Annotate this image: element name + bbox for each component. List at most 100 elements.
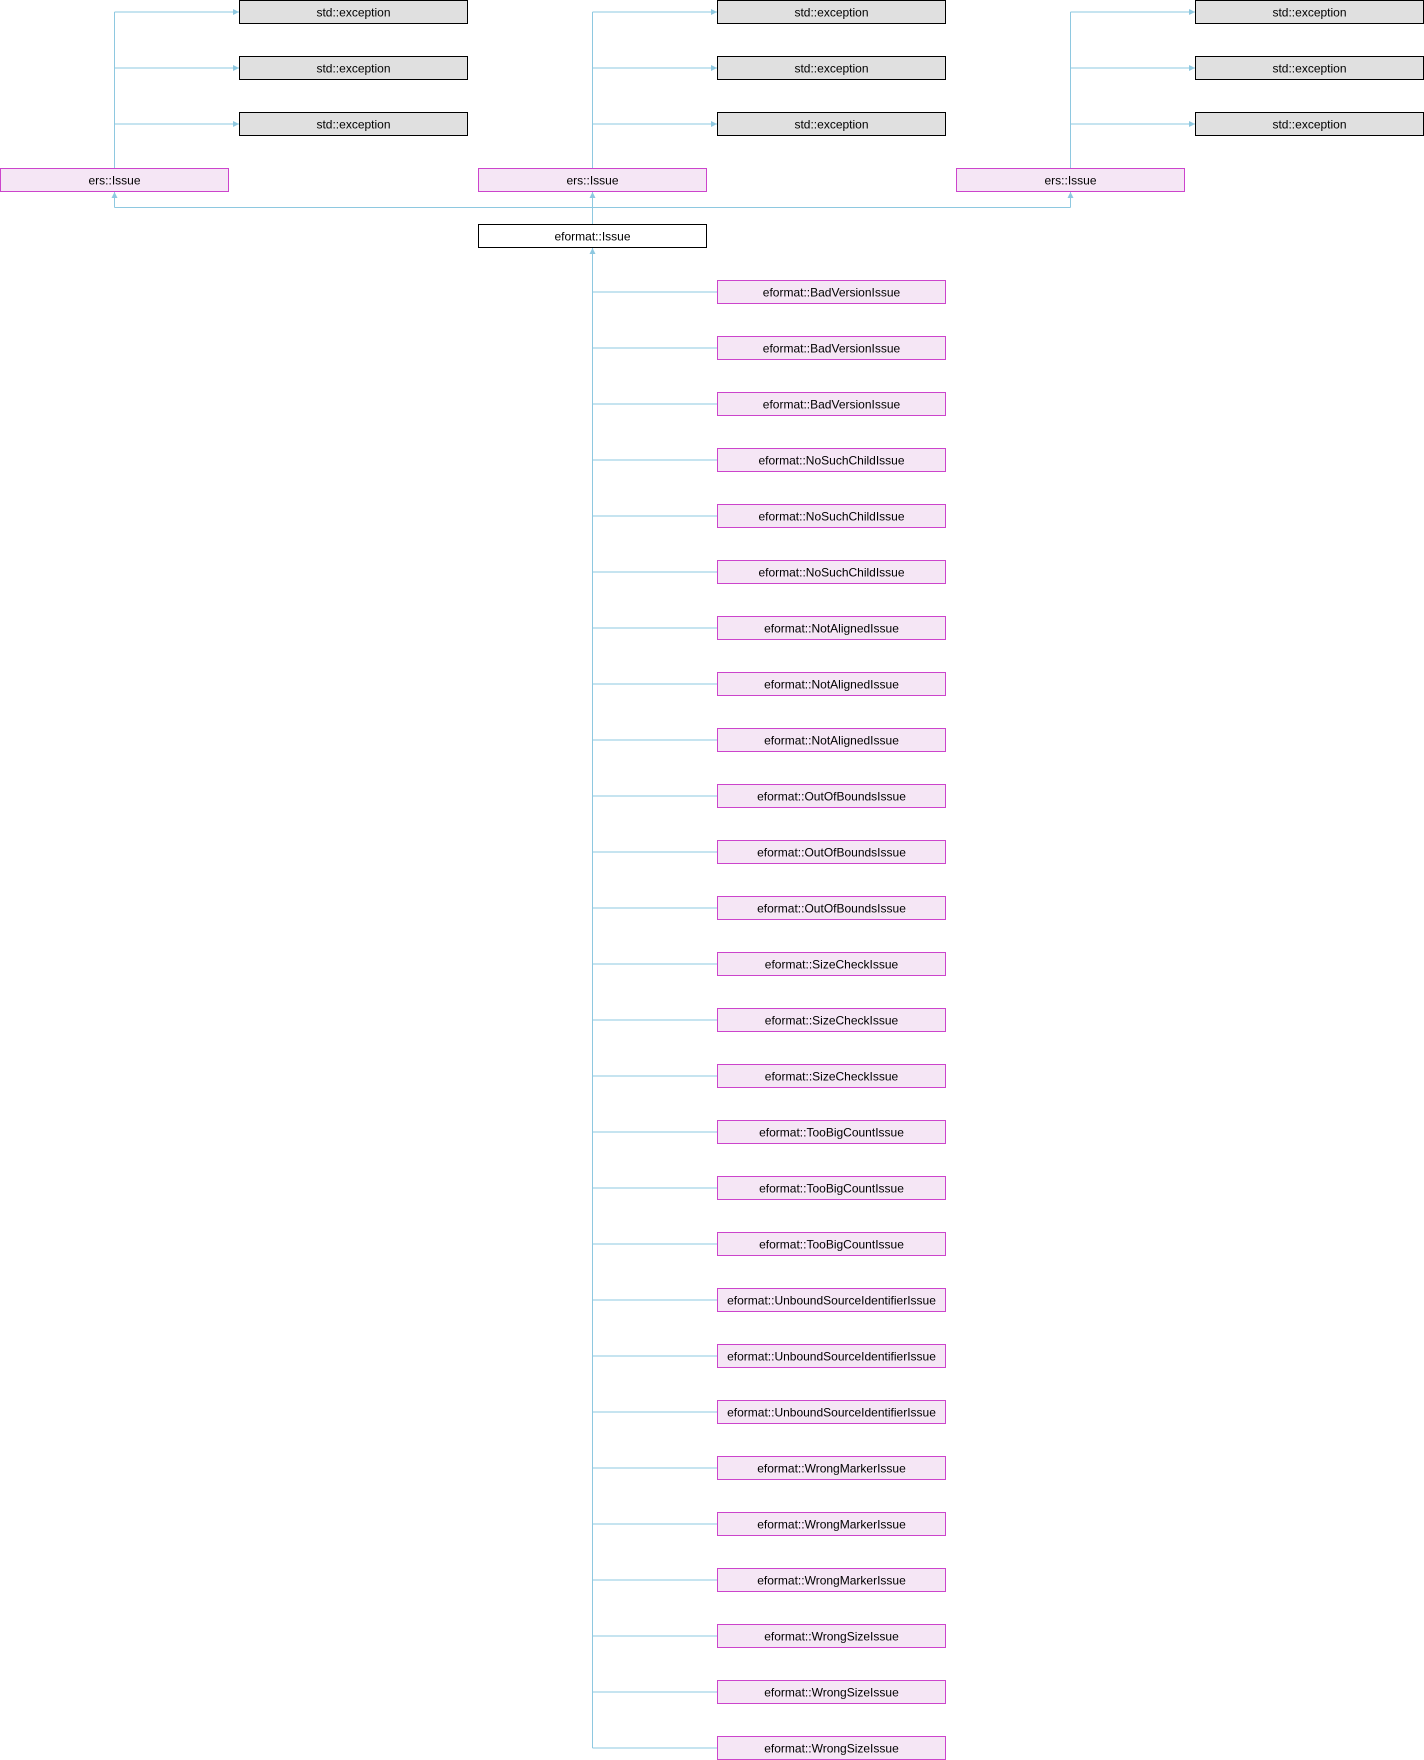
derived-class-node[interactable]: eformat::UnboundSourceIdentifierIssue xyxy=(717,1344,946,1368)
derived-class-node-label: eformat::WrongMarkerIssue xyxy=(757,1518,906,1532)
derived-class-node-label: eformat::WrongMarkerIssue xyxy=(757,1462,906,1476)
derived-class-node[interactable]: eformat::TooBigCountIssue xyxy=(717,1176,946,1200)
ers-issue-node[interactable]: ers::Issue xyxy=(0,168,229,192)
std-exception-node[interactable]: std::exception xyxy=(239,112,468,136)
derived-class-node-box xyxy=(717,840,946,864)
derived-class-node[interactable]: eformat::NotAlignedIssue xyxy=(717,672,946,696)
arrow-right-icon xyxy=(233,65,239,71)
derived-class-node[interactable]: eformat::SizeCheckIssue xyxy=(717,1064,946,1088)
derived-class-node-label: eformat::NoSuchChildIssue xyxy=(758,454,904,468)
derived-class-node[interactable]: eformat::OutOfBoundsIssue xyxy=(717,896,946,920)
derived-class-node[interactable]: eformat::UnboundSourceIdentifierIssue xyxy=(717,1400,946,1424)
derived-class-node[interactable]: eformat::NoSuchChildIssue xyxy=(717,560,946,584)
derived-class-node-box xyxy=(717,728,946,752)
derived-class-node-box xyxy=(717,952,946,976)
derived-class-node[interactable]: eformat::NotAlignedIssue xyxy=(717,616,946,640)
std-exception-node-label: std::exception xyxy=(316,6,390,20)
arrow-right-icon xyxy=(233,9,239,15)
derived-class-node-box xyxy=(717,392,946,416)
derived-class-node-label: eformat::NotAlignedIssue xyxy=(764,622,899,636)
derived-class-node-box xyxy=(717,1624,946,1648)
derived-class-node-box xyxy=(717,896,946,920)
derived-class-node[interactable]: eformat::NotAlignedIssue xyxy=(717,728,946,752)
edges xyxy=(111,9,1195,1749)
derived-class-node[interactable]: eformat::WrongSizeIssue xyxy=(717,1624,946,1648)
std-exception-node[interactable]: std::exception xyxy=(1195,56,1424,80)
derived-class-node[interactable]: eformat::TooBigCountIssue xyxy=(717,1120,946,1144)
arrow-up-icon xyxy=(111,192,118,198)
derived-class-node[interactable]: eformat::SizeCheckIssue xyxy=(717,952,946,976)
std-exception-node[interactable]: std::exception xyxy=(239,0,468,24)
arrow-right-icon xyxy=(1189,9,1195,15)
ers-issue-node-label: ers::Issue xyxy=(566,174,618,188)
derived-class-node-box xyxy=(717,616,946,640)
derived-class-node-label: eformat::OutOfBoundsIssue xyxy=(757,902,906,916)
std-exception-node-box xyxy=(239,112,468,136)
derived-class-node-label: eformat::SizeCheckIssue xyxy=(765,958,899,972)
derived-class-node-label: eformat::NotAlignedIssue xyxy=(764,678,899,692)
derived-class-node[interactable]: eformat::TooBigCountIssue xyxy=(717,1232,946,1256)
std-exception-node[interactable]: std::exception xyxy=(1195,0,1424,24)
derived-class-node-box xyxy=(717,1568,946,1592)
derived-class-node-label: eformat::BadVersionIssue xyxy=(763,286,901,300)
derived-class-node-label: eformat::TooBigCountIssue xyxy=(759,1126,904,1140)
ers-issue-node-box xyxy=(0,168,229,192)
derived-class-node[interactable]: eformat::BadVersionIssue xyxy=(717,280,946,304)
derived-class-node-box xyxy=(717,280,946,304)
std-exception-node-label: std::exception xyxy=(316,118,390,132)
arrow-up-icon xyxy=(589,248,596,254)
std-exception-node-label: std::exception xyxy=(316,62,390,76)
arrow-up-icon xyxy=(1067,192,1074,198)
derived-class-node-box xyxy=(717,336,946,360)
derived-class-node-label: eformat::TooBigCountIssue xyxy=(759,1238,904,1252)
derived-class-node-box xyxy=(717,1512,946,1536)
derived-class-node[interactable]: eformat::WrongSizeIssue xyxy=(717,1736,946,1760)
ers-issue-node[interactable]: ers::Issue xyxy=(478,168,707,192)
derived-class-node[interactable]: eformat::SizeCheckIssue xyxy=(717,1008,946,1032)
derived-class-node-label: eformat::TooBigCountIssue xyxy=(759,1182,904,1196)
ers-issue-node[interactable]: ers::Issue xyxy=(956,168,1185,192)
derived-class-node[interactable]: eformat::NoSuchChildIssue xyxy=(717,504,946,528)
eformat-issue-node[interactable]: eformat::Issue xyxy=(478,224,707,248)
derived-class-node-label: eformat::UnboundSourceIdentifierIssue xyxy=(727,1406,936,1420)
derived-class-node[interactable]: eformat::WrongMarkerIssue xyxy=(717,1456,946,1480)
ers-issue-node-box xyxy=(956,168,1185,192)
derived-class-node-box xyxy=(717,1400,946,1424)
arrow-right-icon xyxy=(711,9,717,15)
std-exception-node-box xyxy=(239,56,468,80)
derived-class-node[interactable]: eformat::BadVersionIssue xyxy=(717,392,946,416)
derived-class-node-label: eformat::NotAlignedIssue xyxy=(764,734,899,748)
std-exception-node[interactable]: std::exception xyxy=(1195,112,1424,136)
derived-class-node-box xyxy=(717,1176,946,1200)
ers-issue-node-label: ers::Issue xyxy=(88,174,140,188)
arrow-right-icon xyxy=(1189,121,1195,127)
derived-class-node[interactable]: eformat::UnboundSourceIdentifierIssue xyxy=(717,1288,946,1312)
derived-class-node[interactable]: eformat::OutOfBoundsIssue xyxy=(717,784,946,808)
arrow-right-icon xyxy=(711,121,717,127)
derived-class-node[interactable]: eformat::OutOfBoundsIssue xyxy=(717,840,946,864)
derived-class-node-box xyxy=(717,1064,946,1088)
derived-class-node-label: eformat::UnboundSourceIdentifierIssue xyxy=(727,1294,936,1308)
derived-class-node[interactable]: eformat::WrongSizeIssue xyxy=(717,1680,946,1704)
std-exception-node[interactable]: std::exception xyxy=(717,112,946,136)
derived-class-node[interactable]: eformat::WrongMarkerIssue xyxy=(717,1568,946,1592)
derived-class-node-label: eformat::BadVersionIssue xyxy=(763,342,901,356)
derived-class-node-box xyxy=(717,1288,946,1312)
derived-class-node-label: eformat::UnboundSourceIdentifierIssue xyxy=(727,1350,936,1364)
derived-class-node-label: eformat::WrongMarkerIssue xyxy=(757,1574,906,1588)
derived-class-node[interactable]: eformat::NoSuchChildIssue xyxy=(717,448,946,472)
arrow-up-icon xyxy=(589,192,596,198)
std-exception-node[interactable]: std::exception xyxy=(717,56,946,80)
derived-class-node-box xyxy=(717,1120,946,1144)
derived-class-node-box xyxy=(717,448,946,472)
std-exception-node[interactable]: std::exception xyxy=(717,0,946,24)
std-exception-node[interactable]: std::exception xyxy=(239,56,468,80)
derived-class-node[interactable]: eformat::WrongMarkerIssue xyxy=(717,1512,946,1536)
derived-class-node-label: eformat::WrongSizeIssue xyxy=(764,1686,899,1700)
std-exception-node-label: std::exception xyxy=(1272,118,1346,132)
derived-class-node[interactable]: eformat::BadVersionIssue xyxy=(717,336,946,360)
std-exception-node-box xyxy=(717,0,946,24)
derived-class-node-label: eformat::SizeCheckIssue xyxy=(765,1014,899,1028)
